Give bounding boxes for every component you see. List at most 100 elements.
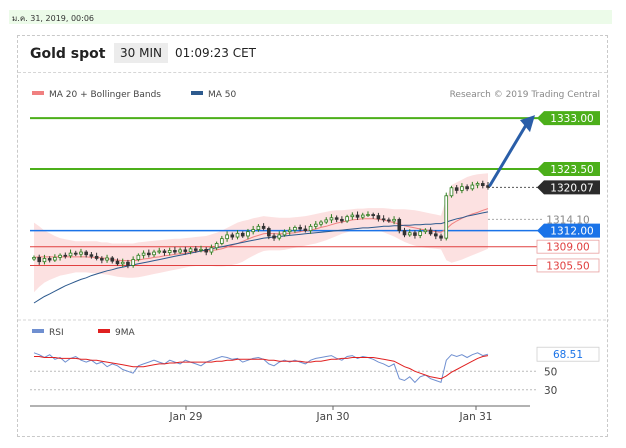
candle-body-1 bbox=[37, 257, 42, 263]
candle-3 bbox=[47, 256, 52, 263]
candle-27 bbox=[173, 246, 177, 255]
candle-body-38 bbox=[230, 234, 235, 238]
level-tag-2 bbox=[537, 180, 600, 195]
candle-body-84 bbox=[470, 184, 475, 190]
candle-body-52 bbox=[303, 228, 308, 232]
candle-72 bbox=[407, 229, 412, 237]
candle-body-15 bbox=[110, 257, 115, 262]
candle-21 bbox=[141, 250, 146, 259]
rsi-level-label-2: 30 bbox=[544, 385, 557, 397]
candle-body-18 bbox=[126, 261, 130, 266]
candle-body-55 bbox=[319, 221, 323, 225]
candle-29 bbox=[183, 246, 188, 255]
level-label-6: 1305.50 bbox=[546, 260, 589, 272]
candle-body-51 bbox=[298, 226, 302, 230]
candle-83 bbox=[465, 184, 469, 192]
candle-56 bbox=[324, 217, 329, 224]
candle-33 bbox=[204, 247, 209, 256]
chart-widget: Gold spot 30 MIN 01:09:23 CET MA 20 + Bo… bbox=[17, 35, 609, 437]
candle-body-28 bbox=[178, 249, 182, 253]
candle-20 bbox=[136, 253, 141, 262]
candle-42 bbox=[251, 225, 255, 235]
candle-body-57 bbox=[329, 217, 334, 221]
level-label-3: 1314.10 bbox=[546, 214, 589, 226]
candle-51 bbox=[298, 224, 302, 232]
candle-body-35 bbox=[214, 243, 219, 249]
ma50-legend-label: MA 50 bbox=[208, 90, 237, 100]
candle-body-32 bbox=[199, 248, 203, 251]
candle-body-46 bbox=[272, 235, 276, 239]
candle-body-61 bbox=[350, 214, 355, 218]
candle-body-62 bbox=[355, 214, 360, 218]
candle-body-44 bbox=[261, 225, 266, 229]
instrument-title: Gold spot bbox=[30, 46, 106, 62]
candle-body-12 bbox=[94, 255, 99, 259]
rsi-level-label-1: 50 bbox=[544, 366, 557, 378]
date-stamp: ม.ค. 31, 2019, 00:06 bbox=[12, 14, 95, 23]
candle-body-68 bbox=[387, 219, 391, 222]
chart-header: Gold spot 30 MIN 01:09:23 CET bbox=[18, 36, 607, 73]
level-tag-1 bbox=[537, 161, 600, 176]
candle-45 bbox=[267, 226, 271, 240]
candle-84 bbox=[470, 181, 475, 191]
candle-body-59 bbox=[340, 218, 344, 222]
candle-body-85 bbox=[475, 183, 480, 186]
candle-13 bbox=[100, 256, 104, 264]
forecast-arrow-shaft bbox=[488, 123, 528, 187]
candle-43 bbox=[256, 224, 261, 232]
candle-body-66 bbox=[376, 215, 381, 220]
candle-59 bbox=[340, 216, 344, 224]
candle-4 bbox=[53, 254, 57, 262]
candle-body-39 bbox=[235, 232, 240, 238]
candle-body-49 bbox=[287, 229, 292, 233]
candle-19 bbox=[131, 256, 135, 268]
candle-body-17 bbox=[120, 261, 125, 265]
candle-2 bbox=[42, 254, 47, 265]
candle-23 bbox=[152, 249, 156, 258]
candle-body-81 bbox=[454, 187, 459, 191]
candle-body-47 bbox=[277, 234, 282, 239]
candle-78 bbox=[439, 233, 443, 241]
candle-41 bbox=[246, 228, 250, 240]
candle-44 bbox=[261, 223, 266, 231]
candle-body-78 bbox=[439, 235, 443, 239]
candle-53 bbox=[308, 224, 313, 234]
candle-body-31 bbox=[193, 248, 198, 251]
candle-body-80 bbox=[449, 187, 454, 197]
x-tick-label-1: Jan 30 bbox=[316, 411, 350, 423]
rsi-legend-swatch bbox=[32, 329, 44, 333]
candle-body-75 bbox=[423, 229, 428, 233]
candle-74 bbox=[418, 228, 422, 239]
candle-body-41 bbox=[246, 231, 250, 237]
candle-69 bbox=[392, 216, 396, 225]
candle-39 bbox=[235, 230, 240, 240]
candle-body-7 bbox=[68, 252, 73, 257]
candle-body-83 bbox=[465, 186, 469, 190]
interval-badge[interactable]: 30 MIN bbox=[114, 43, 168, 63]
research-credit: Research © 2019 Trading Central bbox=[450, 90, 600, 100]
candle-71 bbox=[402, 227, 407, 238]
candle-body-27 bbox=[173, 250, 177, 253]
candle-body-73 bbox=[413, 232, 417, 236]
candle-body-33 bbox=[204, 248, 209, 253]
candle-70 bbox=[397, 217, 402, 234]
level-label-2: 1320.07 bbox=[550, 182, 593, 194]
candle-body-11 bbox=[89, 254, 94, 257]
x-tick-label-0: Jan 29 bbox=[169, 411, 203, 423]
candle-48 bbox=[282, 229, 287, 237]
level-tag-0 bbox=[537, 111, 600, 126]
candle-12 bbox=[94, 252, 99, 261]
candle-body-71 bbox=[402, 230, 407, 236]
candle-52 bbox=[303, 225, 308, 233]
candle-40 bbox=[240, 231, 245, 238]
level-tag-4 bbox=[537, 223, 600, 238]
candle-26 bbox=[167, 247, 172, 256]
candle-18 bbox=[126, 259, 130, 269]
candle-body-34 bbox=[209, 247, 214, 253]
candle-28 bbox=[178, 247, 182, 254]
level-tag-6 bbox=[536, 258, 600, 273]
candle-24 bbox=[157, 247, 162, 254]
candle-9 bbox=[79, 248, 83, 258]
candle-65 bbox=[371, 212, 375, 219]
candle-body-37 bbox=[225, 234, 229, 240]
